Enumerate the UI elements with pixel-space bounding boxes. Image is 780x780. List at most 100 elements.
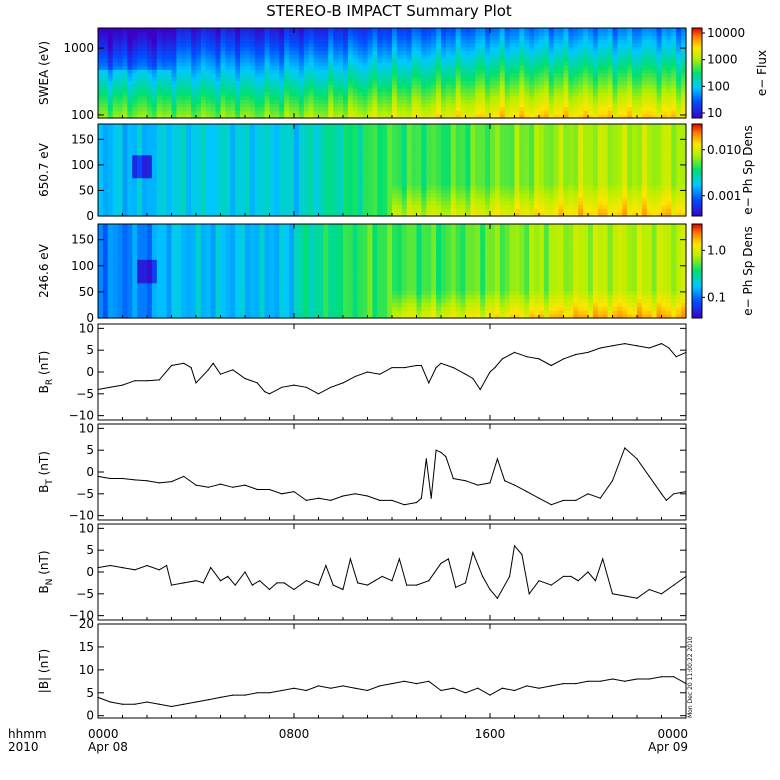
heatmap-cell (269, 147, 275, 152)
heatmap-cell (264, 200, 271, 206)
heatmap-cell (181, 177, 187, 183)
heatmap-cell (597, 73, 604, 78)
heatmap-cell (318, 135, 324, 140)
heatmap-cell (352, 61, 359, 67)
heatmap-cell (220, 158, 226, 163)
heatmap-cell (377, 127, 383, 133)
heatmap-cell (485, 166, 491, 171)
heatmap-cell (519, 95, 525, 100)
heatmap-cell (411, 88, 418, 93)
heatmap-cell (504, 135, 511, 140)
heatmap-cell (382, 103, 388, 108)
heatmap-cell (132, 135, 138, 140)
heatmap-cell (362, 39, 369, 44)
heatmap-cell (181, 39, 187, 44)
heatmap-cell (509, 76, 516, 82)
heatmap-cell (132, 35, 138, 40)
heatmap-cell (362, 50, 369, 55)
heatmap-cell (529, 99, 535, 104)
heatmap-cell (421, 50, 427, 55)
heatmap-cell (372, 143, 378, 148)
heatmap-cell (470, 139, 476, 144)
heatmap-cell (347, 189, 354, 194)
heatmap-cell (372, 91, 378, 97)
heatmap-cell (142, 28, 148, 33)
heatmap-cell (107, 106, 114, 112)
heatmap-cell (543, 84, 550, 89)
heatmap-cell (637, 58, 643, 63)
heatmap-cell (421, 65, 427, 70)
heatmap-cell (294, 185, 300, 190)
heatmap-cell (333, 50, 339, 55)
heatmap-cell (156, 43, 163, 48)
heatmap-cell (347, 212, 354, 217)
heatmap-cell (284, 31, 290, 37)
heatmap-cell (583, 31, 589, 37)
heatmap-cell (205, 193, 212, 198)
heatmap-cell (230, 50, 236, 55)
heatmap-cell (436, 50, 442, 55)
heatmap-cell (333, 28, 339, 33)
heatmap-cell (352, 50, 359, 55)
heatmap-cell (377, 170, 383, 175)
heatmap-cell (539, 28, 545, 33)
heatmap-cell (450, 61, 457, 67)
heatmap-cell (308, 193, 315, 198)
heatmap-cell (102, 58, 109, 63)
heatmap-cell (406, 84, 413, 89)
heatmap-cell (343, 39, 349, 44)
heatmap-cell (377, 181, 383, 186)
heatmap-cell (318, 84, 324, 89)
heatmap-cell (426, 43, 432, 48)
heatmap-cell (514, 35, 520, 40)
heatmap-cell (279, 35, 285, 40)
heatmap-cell (112, 61, 119, 67)
heatmap-cell (147, 46, 153, 52)
heatmap-cell (465, 73, 471, 78)
heatmap-cell (401, 212, 408, 217)
heatmap-cell (161, 31, 168, 37)
heatmap-cell (122, 95, 128, 100)
heatmap-cell (107, 135, 114, 140)
heatmap-cell (166, 154, 173, 160)
heatmap-cell (372, 150, 378, 156)
heatmap-cell (161, 204, 168, 209)
heatmap-cell (681, 110, 687, 115)
heatmap-cell (583, 80, 589, 85)
heatmap-cell (137, 170, 143, 175)
heatmap-cell (264, 69, 271, 74)
heatmap-cell (235, 170, 241, 175)
heatmap-cell (137, 50, 143, 55)
heatmap-cell (230, 58, 236, 63)
heatmap-cell (558, 88, 565, 93)
heatmap-cell (666, 88, 672, 93)
heatmap-cell (583, 110, 589, 115)
heatmap-cell (240, 84, 246, 89)
heatmap-cell (269, 114, 275, 119)
heatmap-cell (445, 114, 452, 119)
heatmap-cell (470, 35, 476, 40)
heatmap-cell (338, 99, 344, 104)
heatmap-cell (347, 28, 354, 33)
heatmap-cell (382, 204, 388, 209)
heatmap-cell (578, 110, 584, 115)
heatmap-cell (450, 99, 457, 104)
heatmap-cell (318, 46, 324, 52)
heatmap-cell (156, 143, 163, 148)
heatmap-cell (465, 181, 471, 186)
heatmap-cell (382, 50, 388, 55)
heatmap-cell (318, 69, 324, 74)
heatmap-cell (401, 43, 408, 48)
heatmap-cell (196, 54, 202, 59)
heatmap-cell (205, 127, 212, 133)
heatmap-cell (142, 46, 148, 52)
heatmap-cell (333, 158, 339, 163)
heatmap-cell (382, 177, 388, 183)
heatmap-cell (254, 110, 261, 115)
heatmap-cell (245, 143, 251, 148)
heatmap-cell (436, 131, 442, 137)
heatmap-cell (328, 124, 334, 129)
heatmap-cell (406, 28, 413, 33)
heatmap-cell (426, 193, 432, 198)
heatmap-cell (441, 212, 447, 217)
